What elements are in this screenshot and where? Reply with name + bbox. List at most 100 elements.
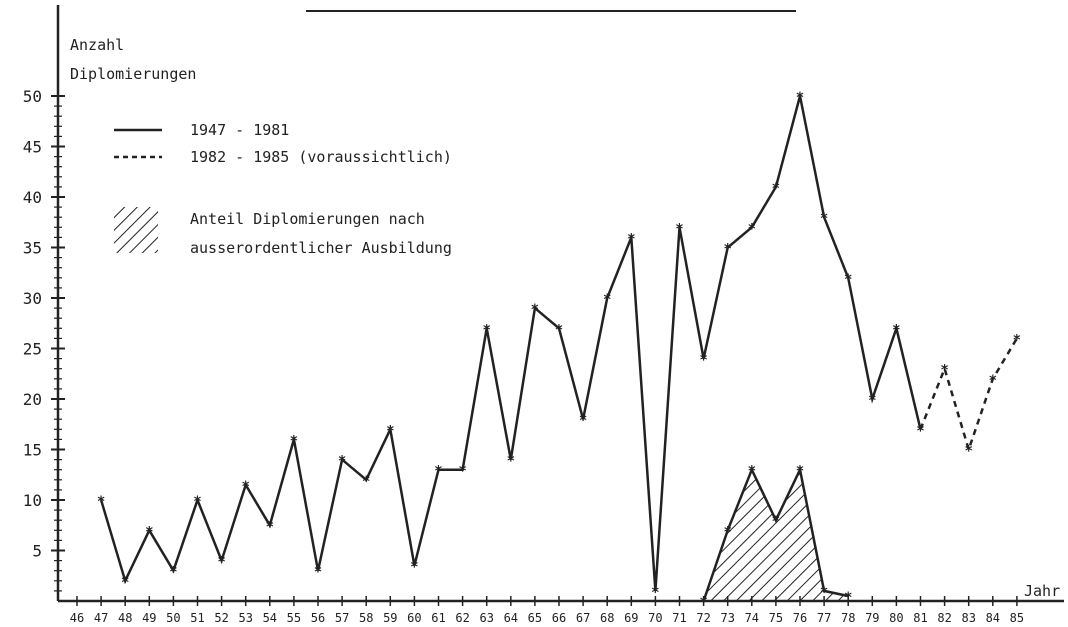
data-point: * bbox=[868, 393, 876, 409]
data-point: * bbox=[434, 464, 442, 480]
legend-solid-label: 1947 - 1981 bbox=[190, 121, 289, 139]
x-tick-label: 83 bbox=[961, 611, 975, 625]
legend-hatch-label-line1: Anteil Diplomierungen nach bbox=[190, 210, 425, 228]
data-point: * bbox=[844, 272, 852, 288]
data-point: * bbox=[748, 464, 756, 480]
data-point: * bbox=[772, 181, 780, 197]
x-tick-label: 81 bbox=[913, 611, 927, 625]
x-tick-label: 69 bbox=[624, 611, 638, 625]
data-point: * bbox=[964, 444, 972, 460]
data-point: * bbox=[386, 423, 394, 439]
x-tick-label: 63 bbox=[479, 611, 493, 625]
x-tick-label: 60 bbox=[407, 611, 421, 625]
data-point: * bbox=[458, 464, 466, 480]
data-point: * bbox=[892, 322, 900, 338]
x-tick-label: 57 bbox=[335, 611, 349, 625]
x-tick-label: 67 bbox=[576, 611, 590, 625]
data-point: * bbox=[1013, 332, 1021, 348]
x-tick-label: 76 bbox=[793, 611, 807, 625]
x-tick-label: 73 bbox=[720, 611, 734, 625]
data-point: * bbox=[290, 433, 298, 449]
x-tick-label: 56 bbox=[311, 611, 325, 625]
data-point: * bbox=[772, 514, 780, 530]
x-tick-label: 75 bbox=[769, 611, 783, 625]
data-point: * bbox=[555, 322, 563, 338]
x-tick-label: 51 bbox=[190, 611, 204, 625]
data-point: * bbox=[699, 595, 707, 611]
y-ticks: 5 10 15 20 25 30 35 40 45 50 bbox=[23, 87, 65, 592]
y-tick-label: 5 bbox=[32, 542, 42, 561]
data-point: * bbox=[723, 524, 731, 540]
x-tick-label: 72 bbox=[696, 611, 710, 625]
data-point: * bbox=[579, 413, 587, 429]
data-point: * bbox=[723, 242, 731, 258]
x-tick-label: 82 bbox=[937, 611, 951, 625]
x-tick-label: 66 bbox=[552, 611, 566, 625]
data-point: * bbox=[844, 590, 852, 606]
data-point: * bbox=[940, 363, 948, 379]
y-tick-label: 30 bbox=[23, 289, 42, 308]
x-tick-label: 65 bbox=[528, 611, 542, 625]
data-point: * bbox=[193, 494, 201, 510]
legend-hatch-swatch bbox=[114, 207, 158, 253]
x-tick-label: 78 bbox=[841, 611, 855, 625]
data-point: * bbox=[169, 565, 177, 581]
x-tick-label: 53 bbox=[238, 611, 252, 625]
x-tick-label: 58 bbox=[359, 611, 373, 625]
y-tick-label: 35 bbox=[23, 239, 42, 258]
y-tick-label: 45 bbox=[23, 138, 42, 157]
x-axis-label: Jahr bbox=[1024, 582, 1060, 600]
x-tick-label: 84 bbox=[986, 611, 1000, 625]
x-tick-label: 77 bbox=[817, 611, 831, 625]
x-tick-label: 80 bbox=[889, 611, 903, 625]
x-tick-label: 52 bbox=[214, 611, 228, 625]
data-point: * bbox=[675, 221, 683, 237]
x-tick-label: 70 bbox=[648, 611, 662, 625]
data-point: * bbox=[603, 292, 611, 308]
x-tick-label: 48 bbox=[118, 611, 132, 625]
legend-hatch-label-line2: ausserordentlicher Ausbildung bbox=[190, 239, 452, 257]
data-point: * bbox=[507, 454, 515, 470]
y-tick-label: 10 bbox=[23, 491, 42, 510]
data-point: * bbox=[482, 322, 490, 338]
x-tick-label: 59 bbox=[383, 611, 397, 625]
data-point: * bbox=[796, 464, 804, 480]
x-tick-label: 85 bbox=[1010, 611, 1024, 625]
data-point: * bbox=[531, 302, 539, 318]
x-tick-label: 47 bbox=[94, 611, 108, 625]
data-point: * bbox=[989, 373, 997, 389]
y-tick-label: 15 bbox=[23, 441, 42, 460]
data-point: * bbox=[410, 560, 418, 576]
data-point-layer: * * * * * * * * * * * * * * * * * * * * * * * * * * * * * * * * * * * * * * * *… bbox=[97, 90, 1021, 611]
data-point: * bbox=[820, 211, 828, 227]
data-point: * bbox=[820, 585, 828, 601]
data-point: * bbox=[121, 575, 129, 591]
series-line-solid bbox=[99, 95, 922, 591]
legend: 1947 - 1981 1982 - 1985 (voraussichtlich… bbox=[114, 121, 452, 257]
x-tick-label: 61 bbox=[431, 611, 445, 625]
data-point: * bbox=[217, 555, 225, 571]
data-point: * bbox=[362, 474, 370, 490]
x-tick-label: 46 bbox=[70, 611, 84, 625]
data-point: * bbox=[145, 524, 153, 540]
data-point: * bbox=[266, 519, 274, 535]
x-tick-label: 50 bbox=[166, 611, 180, 625]
data-point: * bbox=[338, 454, 346, 470]
y-tick-label: 40 bbox=[23, 188, 42, 207]
data-point: * bbox=[627, 231, 635, 247]
y-tick-label: 25 bbox=[23, 340, 42, 359]
y-axis-label-line1: Anzahl bbox=[70, 36, 124, 54]
data-point: * bbox=[97, 494, 105, 510]
x-tick-label: 68 bbox=[600, 611, 614, 625]
x-tick-label: 55 bbox=[287, 611, 301, 625]
x-tick-label: 62 bbox=[455, 611, 469, 625]
x-tick-label: 79 bbox=[865, 611, 879, 625]
data-point: * bbox=[651, 585, 659, 601]
x-tick-label: 74 bbox=[745, 611, 759, 625]
x-tick-label: 54 bbox=[263, 611, 277, 625]
x-tick-label: 49 bbox=[142, 611, 156, 625]
legend-dashed-label: 1982 - 1985 (voraussichtlich) bbox=[190, 148, 452, 166]
data-point: * bbox=[699, 353, 707, 369]
data-point: * bbox=[748, 221, 756, 237]
